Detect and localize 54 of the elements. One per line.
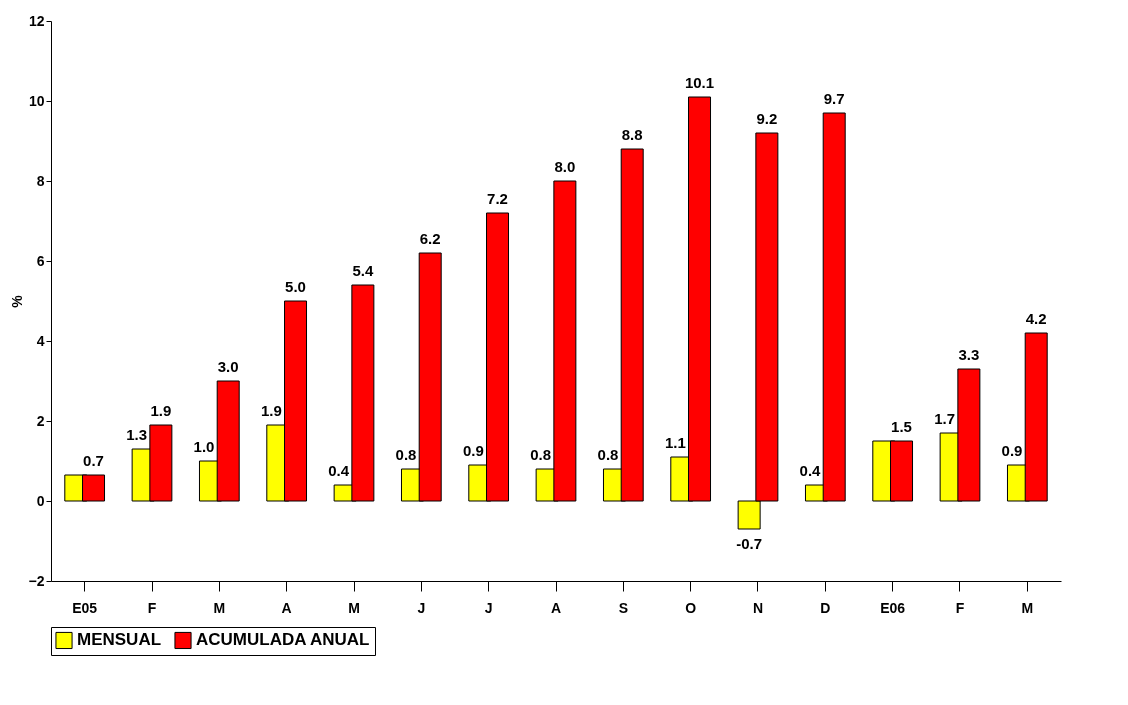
- legend-label: MENSUAL: [77, 630, 162, 650]
- data-label: 3.3: [958, 346, 980, 363]
- y-tick-label: 8: [36, 172, 45, 189]
- data-label: 0.8: [597, 446, 619, 463]
- data-label: 0.4: [799, 462, 822, 479]
- data-label: 0.9: [1001, 442, 1023, 459]
- data-label: 10.1: [684, 74, 715, 91]
- x-tick-label: E05: [72, 599, 98, 616]
- x-tick-label: M: [1021, 599, 1034, 616]
- x-tick-label: S: [618, 599, 629, 616]
- x-tick-label: D: [820, 599, 831, 616]
- data-label: 7.2: [487, 190, 508, 207]
- data-label: 1.1: [664, 434, 686, 451]
- data-label: 1.9: [150, 402, 172, 419]
- x-tick-label: E06: [880, 599, 906, 616]
- data-label: 0.8: [530, 446, 552, 463]
- x-tick-label: N: [752, 599, 764, 616]
- data-label: 1.0: [193, 438, 215, 455]
- y-tick-label: 6: [36, 252, 45, 269]
- data-label: 9.2: [756, 110, 778, 127]
- x-tick-label: M: [213, 599, 226, 616]
- data-label: 8.8: [621, 126, 643, 143]
- data-label: 0.9: [462, 442, 484, 459]
- data-label: 1.7: [934, 410, 956, 427]
- data-label: -0.7: [736, 535, 763, 552]
- data-label: 1.5: [891, 418, 912, 435]
- x-tick-label: F: [955, 599, 965, 616]
- x-tick-label: F: [147, 599, 157, 616]
- y-tick-label: 4: [36, 332, 45, 349]
- data-label: 1.3: [126, 426, 148, 443]
- data-label: 5.0: [285, 278, 306, 295]
- x-tick-label: A: [550, 599, 562, 616]
- y-tick-label: 0: [36, 492, 45, 509]
- y-tick-label: −2: [28, 572, 45, 589]
- y-tick-label: 12: [28, 12, 45, 29]
- legend-label: ACUMULADA ANUAL: [196, 630, 370, 650]
- data-label: 1.9: [260, 402, 282, 419]
- x-tick-label: A: [281, 599, 292, 616]
- data-label: 4.2: [1025, 310, 1047, 327]
- data-label: 9.7: [823, 90, 845, 107]
- data-label: 3.0: [217, 358, 239, 375]
- y-tick-label: 10: [28, 92, 45, 109]
- data-label: 0.8: [395, 446, 417, 463]
- x-tick-label: J: [484, 599, 493, 616]
- y-axis-title: %: [8, 294, 25, 308]
- data-label: 0.7: [83, 452, 104, 469]
- data-label: 6.2: [419, 230, 441, 247]
- x-tick-label: J: [417, 599, 426, 616]
- data-label: 5.4: [352, 262, 374, 279]
- data-label: 0.4: [328, 462, 350, 479]
- x-tick-label: O: [685, 599, 697, 616]
- x-tick-label: M: [348, 599, 360, 616]
- data-label: 8.0: [554, 158, 576, 175]
- y-tick-label: 2: [36, 412, 45, 429]
